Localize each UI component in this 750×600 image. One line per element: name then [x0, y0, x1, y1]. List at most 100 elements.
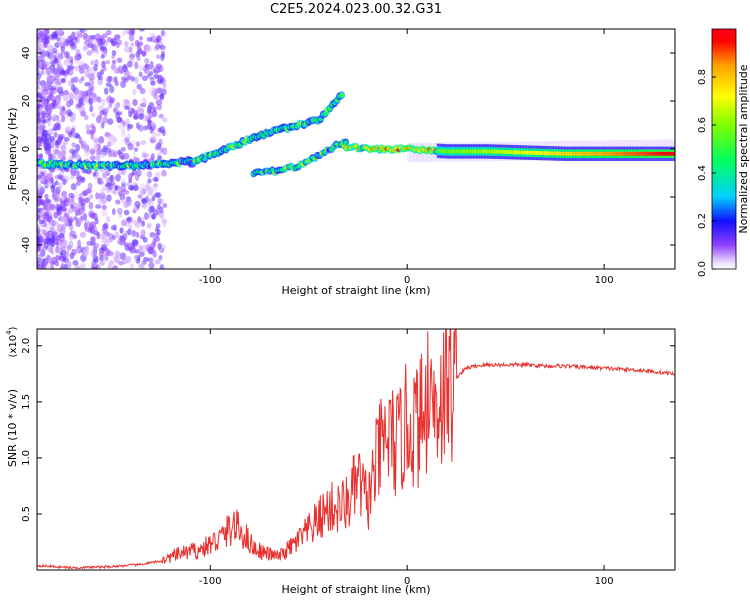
spectrogram-band-core	[589, 151, 592, 156]
spectrogram-band-core	[635, 151, 638, 156]
spectrogram-noise-cell	[79, 263, 85, 269]
spectrogram-noise-cell	[155, 142, 162, 150]
spectrogram-noise-cell	[111, 38, 118, 46]
spectrogram-band-core	[507, 150, 510, 154]
spectrogram-noise-cell	[37, 214, 40, 222]
spectrogram-band-core	[509, 150, 512, 155]
spectrogram-noise-cell	[120, 146, 126, 152]
spectrogram-noise-cell	[145, 45, 152, 53]
spectrogram-band-core	[515, 150, 518, 155]
spectrogram-noise-cell	[124, 45, 131, 53]
spectrogram-band-core	[671, 151, 674, 156]
spectrogram-noise-cell	[102, 230, 109, 236]
spectrogram-noise-cell	[37, 43, 40, 52]
spectrogram-band-core	[517, 150, 520, 155]
spectrogram-noise-cell	[60, 50, 65, 55]
spectrogram-band-core	[469, 149, 473, 154]
spectrogram-band-core	[472, 149, 476, 154]
spectrogram-noise-cell	[82, 249, 89, 257]
spectrogram-noise-cell	[156, 104, 162, 111]
spectrogram-noise-cell	[87, 96, 92, 104]
spectrogram-band-core	[652, 151, 655, 156]
spectrogram-noise-cell	[45, 142, 52, 151]
spectrogram-noise-cell	[105, 59, 111, 65]
spectrogram-noise-cell	[119, 227, 124, 234]
spectrogram-noise-cell	[52, 80, 58, 89]
spectrogram-noise-cell	[127, 60, 133, 68]
spectrogram-noise-cell	[149, 87, 156, 96]
spectrogram-noise-cell	[47, 76, 53, 82]
spectrogram-band-core	[449, 149, 452, 154]
spectrogram-noise-cell	[144, 58, 150, 65]
snr-x-ticks: -100 0 100	[199, 329, 614, 587]
spectrogram-noise-cell	[70, 84, 76, 92]
spectrogram-band-core	[600, 151, 603, 156]
spectrogram-band-core	[532, 150, 536, 155]
spectrogram-noise-cell	[153, 185, 158, 192]
spectrogram-noise-cell	[56, 205, 63, 211]
spectrogram-noise-cell	[53, 189, 60, 197]
spectrogram-noise-cell	[90, 249, 97, 258]
spectrogram-noise-cell	[44, 29, 49, 34]
spectrogram-noise-cell	[123, 209, 130, 216]
spectrogram-noise-cell	[73, 76, 79, 83]
spectrogram-band-core	[439, 149, 443, 153]
snr-y-scale-exponent: 4	[5, 330, 13, 335]
spectrogram-noise-cell	[83, 222, 88, 229]
spectrogram-band-core	[616, 151, 619, 156]
spectrogram-band-core	[605, 151, 608, 156]
spectrogram-noise-cell	[92, 172, 97, 177]
spectrogram-noise-cell	[100, 243, 107, 251]
spectrogram-noise-cell	[101, 204, 107, 211]
spectrogram-noise-cell	[56, 154, 62, 160]
spectrogram-band-core	[572, 151, 575, 156]
spectrogram-noise-cell	[79, 176, 86, 184]
spectrogram-y-tick-label: 20	[21, 95, 32, 108]
spectrogram-noise-cell	[85, 129, 93, 135]
spectrogram-band-core	[521, 150, 525, 155]
spectrogram-band-core	[581, 151, 584, 156]
spectrogram-band-core	[483, 149, 487, 154]
spectrogram-noise-cell	[140, 244, 148, 253]
spectrogram-noise-cell	[135, 141, 141, 147]
spectrogram-noise-cell	[132, 156, 139, 163]
spectrogram-noise-cell	[132, 205, 138, 211]
snr-x-axis-label: Height of straight line (km)	[281, 583, 430, 596]
spectrogram-noise-cell	[123, 152, 130, 160]
spectrogram-noise-cell	[43, 137, 48, 145]
spectrogram-noise-cell	[146, 213, 153, 219]
spectrogram-band-core	[625, 151, 628, 156]
spectrogram-noise-cell	[37, 136, 42, 143]
spectrogram-noise-cell	[88, 221, 94, 228]
spectrogram-noise-cell	[123, 241, 128, 247]
spectrogram-band-core	[490, 149, 493, 154]
spectrogram-noise-cell	[113, 106, 119, 114]
spectrogram-noise-cell	[138, 244, 143, 253]
spectrogram-noise-cell	[37, 65, 40, 72]
snr-panel: -100 0 100 0.5 1.0 1.5 2.0 Height of straight…	[5, 326, 676, 596]
spectrogram-noise-cell	[87, 38, 94, 44]
spectrogram-noise-cell	[41, 63, 48, 70]
spectrogram-noise-cell	[150, 80, 156, 86]
spectrogram-noise-cell	[160, 53, 165, 61]
spectrogram-noise-cell	[138, 251, 145, 257]
spectrogram-band-core	[660, 151, 663, 156]
spectrogram-band-core	[495, 149, 498, 154]
spectrogram-noise-cell	[84, 197, 91, 204]
spectrogram-noise-cell	[40, 110, 46, 116]
spectrogram-noise-cell	[44, 193, 49, 200]
spectrogram-band-core	[506, 150, 509, 154]
spectrogram-noise-cell	[37, 235, 40, 244]
spectrogram-noise-cell	[80, 110, 87, 116]
snr-series-line	[37, 329, 675, 570]
spectrogram-band-core	[561, 151, 564, 156]
spectrogram-noise-cell	[57, 133, 62, 142]
spectrogram-noise-cell	[62, 216, 67, 224]
snr-x-tick-label: -100	[199, 576, 222, 587]
spectrogram-noise-cell	[62, 178, 67, 186]
snr-y-tick-label: 0.5	[21, 506, 32, 522]
spectrogram-band-core	[457, 149, 460, 154]
spectrogram-noise-cell	[58, 36, 65, 43]
spectrogram-noise-cell	[124, 40, 129, 47]
spectrogram-band-core	[665, 151, 668, 156]
